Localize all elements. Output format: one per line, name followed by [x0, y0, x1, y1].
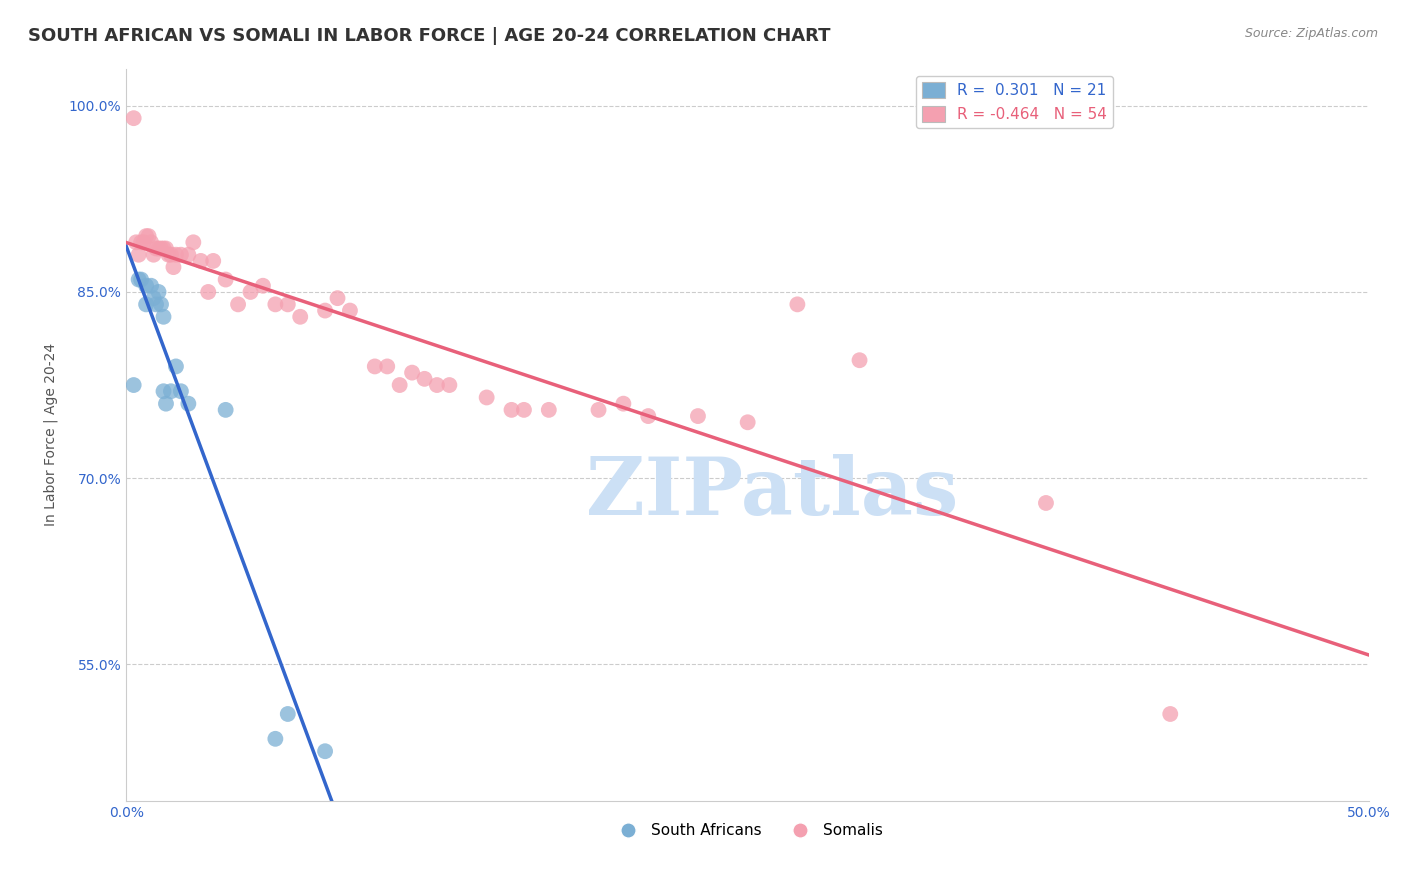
- Point: [139, 235, 162, 250]
- Point: [314, 303, 336, 318]
- Point: [588, 403, 610, 417]
- Point: [155, 242, 177, 256]
- Point: [537, 403, 560, 417]
- Point: [150, 297, 173, 311]
- Point: [128, 272, 150, 286]
- Legend: South Africans, Somalis: South Africans, Somalis: [606, 817, 889, 845]
- Point: [150, 242, 173, 256]
- Point: [165, 248, 187, 262]
- Point: [501, 403, 523, 417]
- Point: [132, 235, 155, 250]
- Point: [264, 731, 287, 746]
- Point: [439, 378, 461, 392]
- Point: [252, 278, 274, 293]
- Point: [686, 409, 709, 423]
- Text: SOUTH AFRICAN VS SOMALI IN LABOR FORCE | AGE 20-24 CORRELATION CHART: SOUTH AFRICAN VS SOMALI IN LABOR FORCE |…: [28, 27, 831, 45]
- Point: [1159, 706, 1181, 721]
- Point: [364, 359, 387, 374]
- Point: [129, 235, 152, 250]
- Point: [326, 291, 349, 305]
- Point: [426, 378, 449, 392]
- Point: [226, 297, 249, 311]
- Point: [145, 297, 167, 311]
- Y-axis label: In Labor Force | Age 20-24: In Labor Force | Age 20-24: [44, 343, 58, 526]
- Point: [157, 248, 180, 262]
- Point: [786, 297, 808, 311]
- Point: [239, 285, 262, 299]
- Point: [152, 310, 174, 324]
- Point: [197, 285, 219, 299]
- Point: [129, 272, 152, 286]
- Point: [388, 378, 411, 392]
- Point: [848, 353, 870, 368]
- Point: [177, 397, 200, 411]
- Point: [170, 384, 193, 399]
- Point: [214, 403, 236, 417]
- Point: [138, 229, 160, 244]
- Point: [183, 235, 205, 250]
- Point: [190, 254, 212, 268]
- Point: [737, 415, 759, 429]
- Point: [202, 254, 225, 268]
- Point: [145, 242, 167, 256]
- Point: [314, 744, 336, 758]
- Text: Source: ZipAtlas.com: Source: ZipAtlas.com: [1244, 27, 1378, 40]
- Point: [513, 403, 536, 417]
- Point: [142, 248, 165, 262]
- Point: [1035, 496, 1057, 510]
- Point: [177, 248, 200, 262]
- Point: [155, 397, 177, 411]
- Point: [139, 278, 162, 293]
- Point: [475, 391, 498, 405]
- Point: [277, 706, 299, 721]
- Point: [401, 366, 423, 380]
- Point: [165, 359, 187, 374]
- Point: [375, 359, 398, 374]
- Point: [148, 285, 170, 299]
- Point: [214, 272, 236, 286]
- Point: [148, 242, 170, 256]
- Point: [152, 242, 174, 256]
- Point: [135, 229, 157, 244]
- Point: [612, 397, 634, 411]
- Point: [125, 235, 148, 250]
- Point: [339, 303, 361, 318]
- Point: [160, 248, 183, 262]
- Point: [128, 248, 150, 262]
- Point: [264, 297, 287, 311]
- Point: [142, 291, 165, 305]
- Point: [160, 384, 183, 399]
- Point: [637, 409, 659, 423]
- Point: [135, 278, 157, 293]
- Point: [122, 378, 145, 392]
- Point: [152, 384, 174, 399]
- Point: [277, 297, 299, 311]
- Point: [135, 297, 157, 311]
- Point: [122, 111, 145, 125]
- Point: [170, 248, 193, 262]
- Point: [290, 310, 312, 324]
- Point: [413, 372, 436, 386]
- Point: [162, 260, 184, 274]
- Text: ZIPatlas: ZIPatlas: [586, 454, 959, 533]
